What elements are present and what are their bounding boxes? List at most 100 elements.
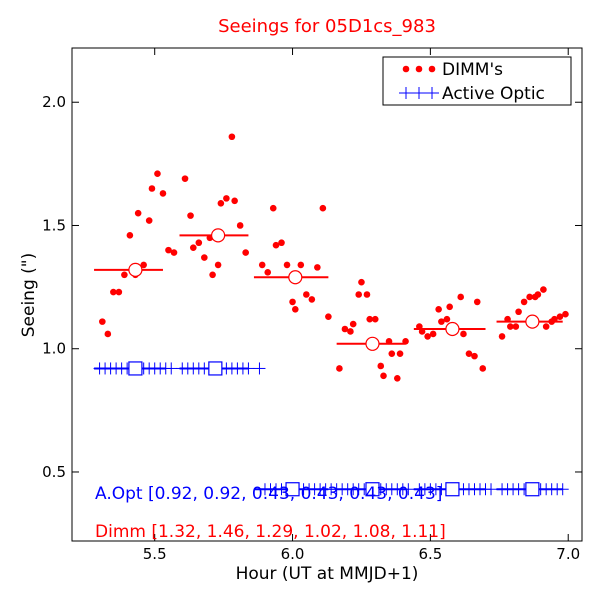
aopt-mean-marker	[285, 482, 300, 497]
dimm-point	[465, 350, 473, 357]
dimm-point	[371, 315, 379, 323]
dimm-point	[126, 232, 134, 239]
dimm-point	[534, 291, 542, 298]
dimm-point	[388, 350, 396, 357]
dimm-point	[479, 365, 487, 372]
dimm-point	[165, 246, 172, 254]
aopt-point	[165, 362, 178, 375]
dimm-point	[297, 261, 305, 269]
dimm-point	[418, 328, 426, 335]
dimm-point	[526, 293, 533, 301]
dimm-point	[272, 241, 280, 249]
dimm-point	[289, 298, 296, 306]
dimm-point	[562, 310, 569, 318]
aopt-mean-marker	[365, 482, 380, 497]
dimm-point	[228, 133, 236, 141]
dimm-point	[319, 204, 327, 212]
dimm-point	[325, 313, 332, 320]
dimm-point	[460, 330, 467, 338]
dimm-point	[457, 293, 465, 301]
dimm-point	[269, 204, 277, 212]
dimm-point	[556, 313, 564, 320]
dimm-point	[217, 199, 225, 207]
dimm-point	[308, 296, 316, 303]
aopt-point	[485, 483, 498, 496]
dimm-point	[507, 323, 514, 330]
dimm-point	[223, 195, 230, 202]
dimm-point	[349, 320, 357, 328]
legend-dimm-marker	[402, 65, 436, 73]
dimm-point	[429, 330, 437, 338]
legend-dimm-dot	[402, 65, 410, 73]
dimm-point	[542, 323, 550, 330]
dimm-point	[515, 308, 522, 316]
dimm-point	[195, 239, 203, 247]
legend-box	[382, 56, 572, 106]
dimm-point	[446, 303, 453, 311]
dimm-point	[303, 291, 310, 298]
x-tick-label: 5.5	[143, 545, 167, 563]
dimm-mean-marker	[525, 314, 540, 329]
dimm-point	[99, 318, 106, 325]
dimm-point	[236, 222, 244, 229]
dimm-mean-marker	[445, 321, 460, 337]
dimm-point	[416, 323, 423, 330]
dimm-point	[504, 315, 511, 323]
dimm-point	[366, 315, 374, 323]
aopt-point	[253, 362, 266, 375]
dimm-point	[145, 217, 153, 224]
dimm-point	[314, 264, 321, 271]
axes-layer: 5.5 6.0 6.5 7.0 0.5 1.0 1.5 2.0	[42, 48, 582, 563]
dimm-point	[140, 261, 147, 269]
dimm-point	[498, 333, 506, 340]
y-tick-label: 1.5	[42, 216, 66, 234]
dimm-point	[438, 318, 445, 325]
dimm-point	[104, 330, 112, 338]
dimm-point	[385, 338, 393, 345]
dimm-point	[148, 185, 156, 192]
plot-frame	[71, 47, 583, 542]
dimm-point	[187, 212, 194, 219]
dimm-point	[402, 338, 409, 345]
y-tick-label: 1.0	[42, 340, 66, 358]
y-axis-label: Seeing (")	[19, 253, 39, 338]
dimm-mean-marker	[365, 336, 380, 351]
aopt-mean-marker	[525, 482, 540, 497]
dimm-point	[424, 333, 431, 340]
dimm-point	[110, 288, 117, 296]
dimm-point	[264, 269, 272, 276]
dimm-point	[377, 362, 385, 370]
dimm-mean-marker	[211, 228, 226, 243]
y-tick-label: 2.0	[42, 93, 66, 111]
aopt-mean-marker	[128, 361, 143, 376]
dimm-point	[471, 352, 478, 360]
dimm-point	[181, 175, 189, 182]
legend-dimm-label: DIMM's	[442, 60, 503, 80]
dimm-point	[336, 365, 343, 372]
dimm-point	[201, 254, 208, 261]
legend-dimm-dot	[415, 65, 423, 73]
dimm-point	[520, 298, 528, 306]
x-tick-label: 7.0	[556, 545, 580, 563]
dimm-point	[189, 244, 197, 251]
dimm-point	[242, 249, 249, 256]
dimm-point	[347, 328, 354, 335]
dimm-point	[341, 325, 349, 333]
annotation-dimm: Dimm [1.32, 1.46, 1.29, 1.02, 1.08, 1.11…	[95, 522, 446, 542]
dimm-point	[363, 291, 371, 298]
dimm-point	[355, 291, 363, 298]
dimm-point	[115, 288, 123, 296]
dimm-point	[209, 271, 216, 279]
aopt-mean-marker	[445, 482, 460, 497]
dimm-point	[393, 375, 401, 382]
dimm-point	[358, 278, 365, 286]
dimm-point	[551, 315, 558, 323]
dimm-point	[435, 305, 442, 313]
dimm-point	[231, 197, 238, 205]
legend: DIMM's Active Optic	[382, 56, 572, 106]
dimm-point	[396, 350, 404, 357]
plot-layer	[93, 133, 569, 497]
dimm-point	[512, 323, 520, 330]
dimm-point	[154, 170, 161, 178]
